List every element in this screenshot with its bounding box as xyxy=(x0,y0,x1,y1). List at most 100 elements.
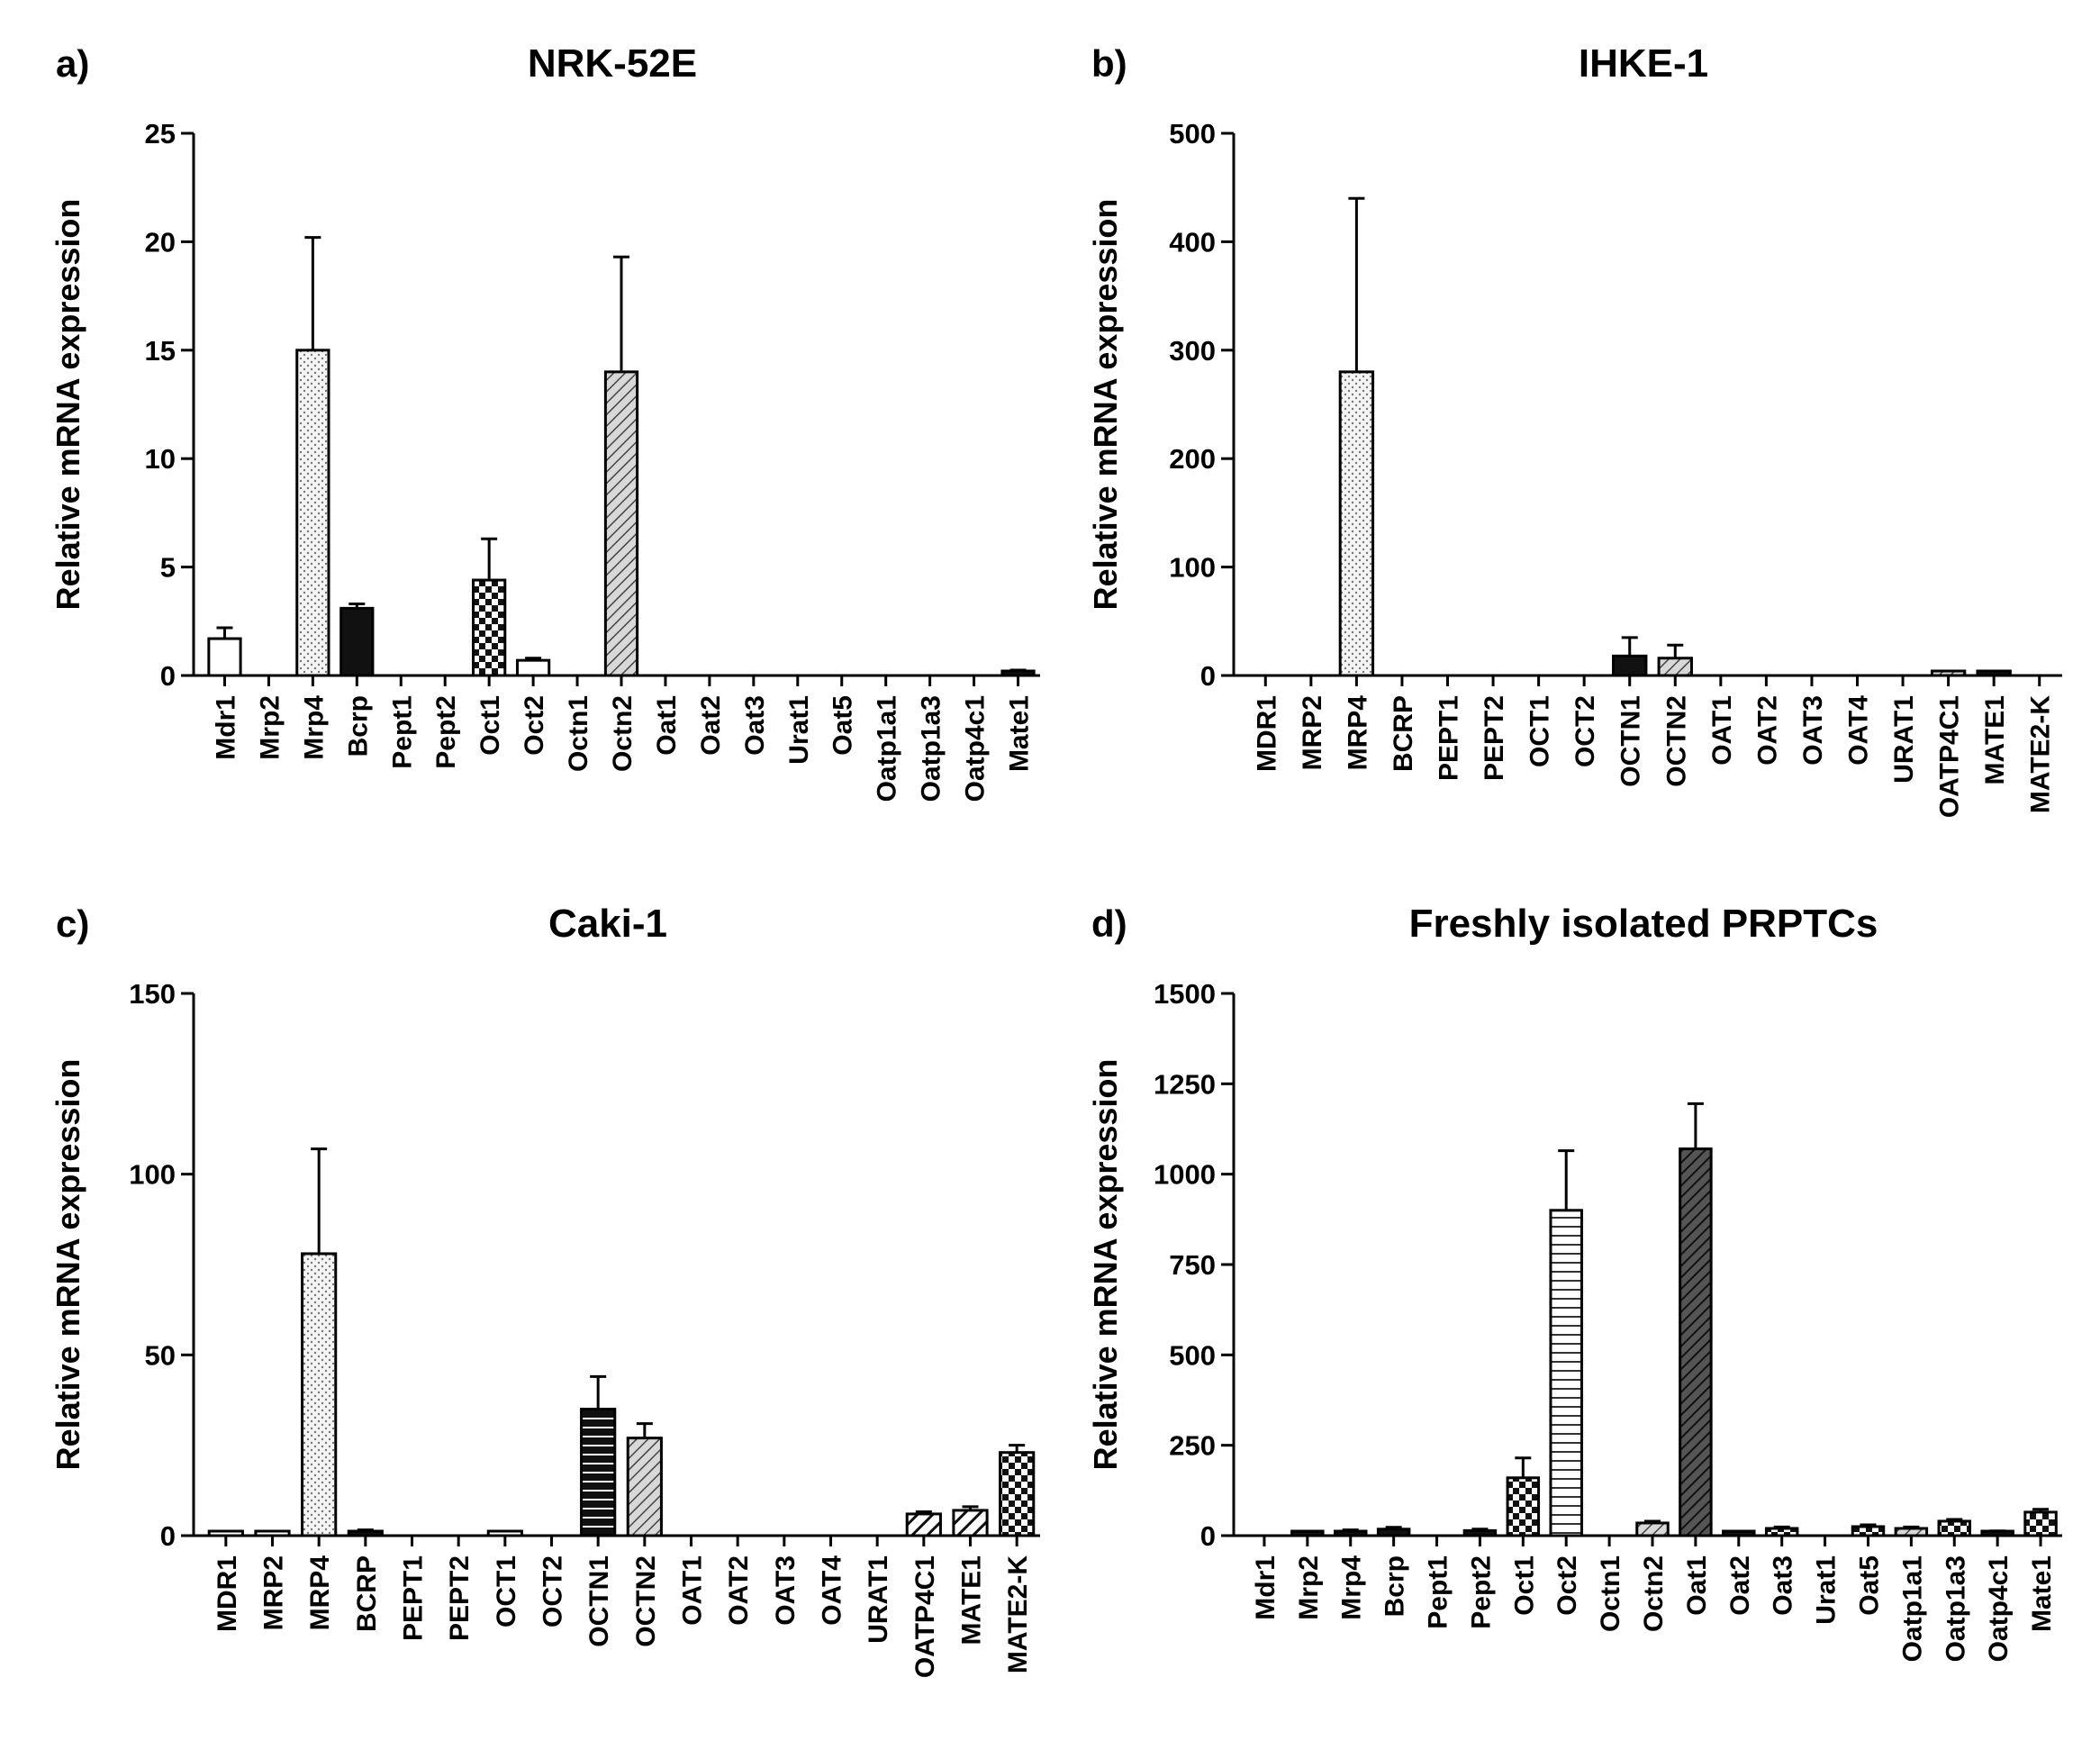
x-category-label: PEPT2 xyxy=(445,1555,475,1641)
x-category-label: Oatp4c1 xyxy=(1984,1555,2014,1662)
y-axis-title: Relative mRNA expression xyxy=(50,1059,86,1471)
y-tick-label: 1000 xyxy=(1154,1159,1216,1191)
x-category-label: Mrp2 xyxy=(1294,1555,1324,1620)
x-category-label: Urat1 xyxy=(784,695,814,765)
x-category-label: Mrp4 xyxy=(299,695,329,760)
x-category-label: Oat2 xyxy=(696,695,726,756)
y-tick-label: 300 xyxy=(1169,335,1216,367)
x-category-label: Oatp1a3 xyxy=(917,695,946,802)
y-tick-label: 1500 xyxy=(1154,978,1216,1010)
x-category-label: Pept1 xyxy=(1424,1555,1453,1629)
chart-title: IHKE-1 xyxy=(1579,41,1708,86)
x-category-label: OCT2 xyxy=(1570,695,1600,767)
x-category-label: OCT1 xyxy=(492,1555,521,1628)
bar-oat3 xyxy=(1764,1527,1799,1537)
bar-oatp4c1 xyxy=(905,1512,942,1537)
bar-mrp4 xyxy=(1338,370,1375,677)
x-category-label: OAT4 xyxy=(818,1555,847,1626)
y-tick-label: 25 xyxy=(145,118,176,150)
x-category-label: PEPT1 xyxy=(399,1555,429,1641)
bar-bcrp xyxy=(1376,1528,1411,1537)
bar-oat1 xyxy=(1679,1147,1713,1537)
bar-mdr1 xyxy=(207,1529,244,1537)
bar-oatp1a3 xyxy=(1937,1519,1972,1537)
x-category-label: Mrp4 xyxy=(1337,1555,1367,1620)
x-category-label: OCT1 xyxy=(1525,695,1555,767)
x-category-label: MDR1 xyxy=(1252,695,1281,772)
y-tick-label: 0 xyxy=(1200,1520,1216,1552)
x-category-label: OAT4 xyxy=(1844,695,1874,766)
chart-title: NRK-52E xyxy=(528,41,697,86)
y-tick-label: 0 xyxy=(160,1520,176,1552)
y-tick-label: 100 xyxy=(1169,552,1216,584)
bar-mate1 xyxy=(952,1509,989,1537)
bar-octn1 xyxy=(1612,654,1648,677)
x-category-label: Octn2 xyxy=(1639,1555,1669,1632)
bar-oat5 xyxy=(1851,1525,1886,1537)
bar-bcrp xyxy=(339,606,375,677)
bar-mate1 xyxy=(1976,669,2012,677)
panel-letter: b) xyxy=(1091,42,1127,85)
x-category-label: OATP4C1 xyxy=(910,1555,940,1678)
chart-panel-4: d) Freshly isolated PRPTCs Relative mRNA e… xyxy=(1087,902,2062,1662)
x-category-label: Oatp1a3 xyxy=(1941,1555,1970,1662)
x-category-label: Pept2 xyxy=(431,695,461,769)
bar-mrp4 xyxy=(295,349,330,677)
x-category-label: OCT2 xyxy=(539,1555,568,1628)
bar-mate1 xyxy=(2023,1510,2058,1537)
y-tick-label: 500 xyxy=(1169,1339,1216,1371)
x-category-label: Oat2 xyxy=(1725,1555,1755,1616)
x-category-label: Oat1 xyxy=(652,695,682,756)
chart-panel-1: a) NRK-52E Relative mRNA expression 0 5 10 15 2… xyxy=(50,41,1040,802)
x-category-label: MDR1 xyxy=(213,1555,242,1632)
x-category-label: Mrp2 xyxy=(255,695,285,760)
bar-oatp4c1 xyxy=(1930,669,1967,677)
chart-panel-2: b) IHKE-1 Relative mRNA expression 0 100 200 3… xyxy=(1087,41,2062,818)
x-category-label: MRP4 xyxy=(1343,695,1372,771)
bar-bcrp xyxy=(347,1529,384,1537)
bar-oct1 xyxy=(1506,1476,1541,1537)
bar-octn2 xyxy=(1657,657,1693,677)
x-category-label: URAT1 xyxy=(1889,695,1919,784)
bar-oat2 xyxy=(1722,1529,1756,1537)
x-category-label: Oatp1a1 xyxy=(1897,1555,1927,1662)
x-category-label: MRP4 xyxy=(305,1555,335,1631)
x-category-label: Mate1 xyxy=(1005,695,1035,772)
bar-oct2 xyxy=(1549,1209,1583,1537)
x-category-label: MATE2-K xyxy=(1003,1555,1033,1673)
x-category-label: MRP2 xyxy=(259,1555,289,1630)
y-tick-label: 0 xyxy=(160,660,176,692)
y-tick-label: 5 xyxy=(160,552,176,584)
x-category-label: MATE1 xyxy=(957,1555,987,1645)
x-category-label: Pept2 xyxy=(1466,1555,1496,1629)
x-category-label: Oct1 xyxy=(1509,1555,1539,1616)
chart-panel-3: c) Caki-1 Relative mRNA expression 0 50 100 15… xyxy=(50,902,1040,1678)
x-category-label: MRP2 xyxy=(1298,695,1327,770)
x-category-label: OAT3 xyxy=(771,1555,801,1626)
bar-octn2 xyxy=(626,1437,663,1537)
x-category-label: Octn2 xyxy=(608,695,638,772)
bar-mrp2 xyxy=(1290,1529,1325,1537)
y-axis-title: Relative mRNA expression xyxy=(50,199,86,611)
y-axis-title: Relative mRNA expression xyxy=(1087,1059,1124,1471)
y-tick-label: 100 xyxy=(129,1159,176,1191)
x-category-label: OAT2 xyxy=(724,1555,754,1626)
x-category-label: Mdr1 xyxy=(211,695,240,760)
bar-pept2 xyxy=(1462,1528,1498,1537)
y-tick-label: 1250 xyxy=(1154,1068,1216,1100)
y-tick-label: 400 xyxy=(1169,226,1216,258)
chart-title: Caki-1 xyxy=(548,902,667,946)
x-category-label: Octn1 xyxy=(1596,1555,1625,1632)
x-category-label: OCTN2 xyxy=(631,1555,661,1647)
y-axis-title: Relative mRNA expression xyxy=(1087,199,1124,611)
bar-mrp4 xyxy=(1333,1529,1368,1537)
x-category-label: OCTN1 xyxy=(584,1555,614,1647)
x-category-label: OCTN2 xyxy=(1661,695,1691,787)
x-category-label: MATE1 xyxy=(1980,695,2010,784)
y-tick-label: 500 xyxy=(1169,118,1216,150)
x-category-label: OAT3 xyxy=(1798,695,1828,766)
x-category-label: MATE2-K xyxy=(2026,695,2056,813)
x-category-label: Oat3 xyxy=(740,695,770,756)
bar-octn2 xyxy=(603,370,639,677)
bar-octn1 xyxy=(580,1408,617,1537)
